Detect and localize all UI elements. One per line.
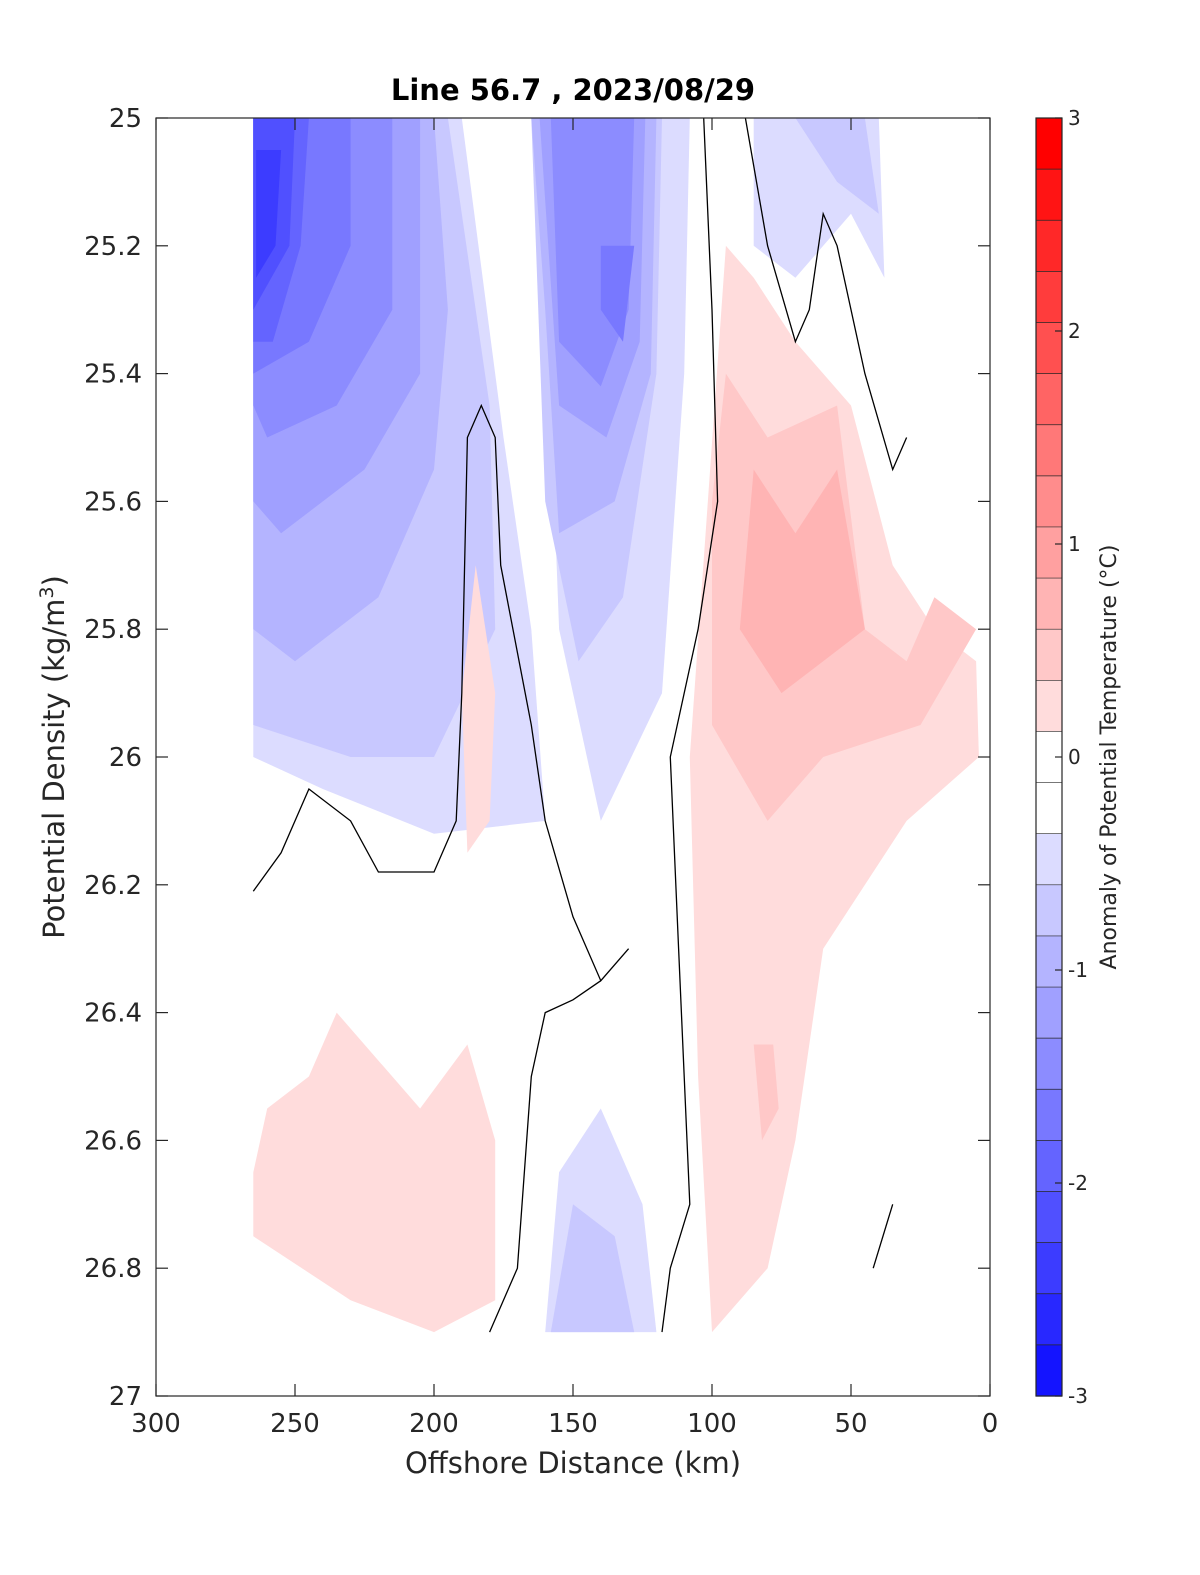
x-axis: 300 250 200 150 100 50 0 xyxy=(131,118,998,1439)
colorbar-segment-23 xyxy=(1036,1293,1062,1346)
colorbar-segment-9 xyxy=(1036,578,1062,630)
colorbar-segment-8 xyxy=(1036,526,1062,579)
chart-title: Line 56.7 , 2023/08/29 xyxy=(391,73,755,107)
y-tick-label-5: 26 xyxy=(109,743,142,773)
colorbar-segment-4 xyxy=(1036,322,1062,375)
y-axis-label-main: Potential Density (kg/m xyxy=(37,599,71,939)
y-axis-label-close: ) xyxy=(37,575,71,586)
y-axis-label: Potential Density (kg/m3) xyxy=(36,575,71,939)
x-tick-label-1: 250 xyxy=(270,1409,320,1439)
colorbar-segment-10 xyxy=(1036,629,1062,681)
x-tick-label-3: 150 xyxy=(548,1409,598,1439)
contour-fills xyxy=(253,118,979,1333)
y-tick-label-2: 25.4 xyxy=(84,360,142,390)
zero-contour-line-2 xyxy=(744,118,908,472)
x-tick-label-0: 300 xyxy=(131,1409,181,1439)
y-tick-label-0: 25 xyxy=(109,104,142,134)
x-axis-label: Offshore Distance (km) xyxy=(405,1446,741,1480)
colorbar-segment-17 xyxy=(1036,987,1062,1039)
x-tick-label-6: 0 xyxy=(982,1409,999,1439)
y-tick-label-10: 27 xyxy=(109,1382,142,1412)
colorbar-tick-label-0: 3 xyxy=(1068,106,1081,130)
contour-region-6 xyxy=(795,118,879,214)
colorbar-segment-14 xyxy=(1036,833,1062,886)
y-tick-label-8: 26.6 xyxy=(84,1126,142,1156)
colorbar-segment-16 xyxy=(1036,935,1062,988)
y-tick-label-6: 26.2 xyxy=(84,871,142,901)
colorbar-segment-7 xyxy=(1036,475,1062,528)
y-tick-label-3: 25.6 xyxy=(84,487,142,517)
contour-region-7 xyxy=(550,1204,635,1333)
contour-region-20 xyxy=(253,1012,496,1333)
colorbar-segment-0 xyxy=(1036,118,1062,170)
y-tick-label-9: 26.8 xyxy=(84,1254,142,1284)
colorbar-tick-label-2: 1 xyxy=(1068,532,1081,556)
colorbar-tick-label-4: -1 xyxy=(1068,958,1088,982)
zero-contour-line-1 xyxy=(661,118,719,1333)
colorbar-segment-1 xyxy=(1036,169,1062,221)
colorbar-tick-label-1: 2 xyxy=(1068,319,1081,343)
y-tick-label-7: 26.4 xyxy=(84,999,142,1029)
zero-contour-line-0 xyxy=(252,403,630,1333)
colorbar-segment-20 xyxy=(1036,1140,1062,1193)
y-tick-label-1: 25.2 xyxy=(84,232,142,262)
x-tick-label-2: 200 xyxy=(409,1409,459,1439)
colorbar-segment-11 xyxy=(1036,680,1062,733)
contour-region-23 xyxy=(753,1044,779,1141)
colorbar-segment-13 xyxy=(1036,782,1062,835)
colorbar-segment-5 xyxy=(1036,373,1062,426)
contour-region-24 xyxy=(739,469,865,694)
x-tick-label-4: 100 xyxy=(687,1409,737,1439)
zero-contour-line-3 xyxy=(872,1204,894,1269)
colorbar-segment-18 xyxy=(1036,1038,1062,1090)
colorbar-label: Anomaly of Potential Temperature (°C) xyxy=(1097,545,1122,970)
y-axis: 25 25.2 25.4 25.6 25.8 26 26.2 26.4 26.6 26.8 27 xyxy=(84,104,990,1412)
colorbar-tick-label-6: -3 xyxy=(1068,1384,1088,1408)
colorbar-segment-15 xyxy=(1036,884,1062,937)
colorbar-segment-6 xyxy=(1036,424,1062,477)
y-axis-label-superscript: 3 xyxy=(36,586,58,598)
colorbar-tick-label-5: -2 xyxy=(1068,1171,1088,1195)
contour-region-15 xyxy=(600,245,635,342)
zero-contour-lines xyxy=(252,118,908,1333)
colorbar-segment-19 xyxy=(1036,1089,1062,1141)
colorbar-segment-24 xyxy=(1036,1344,1062,1397)
y-tick-label-4: 25.8 xyxy=(84,615,142,645)
colorbar-segment-22 xyxy=(1036,1242,1062,1295)
contour-region-21 xyxy=(461,565,496,853)
contour-region-18 xyxy=(256,150,282,278)
colorbar: 3 2 1 0 -1 -2 -3 xyxy=(1035,106,1088,1408)
colorbar-segment-2 xyxy=(1036,220,1062,272)
x-tick-label-5: 50 xyxy=(834,1409,867,1439)
colorbar-segment-21 xyxy=(1036,1191,1062,1244)
colorbar-tick-label-3: 0 xyxy=(1068,745,1081,769)
colorbar-segment-3 xyxy=(1036,271,1062,324)
